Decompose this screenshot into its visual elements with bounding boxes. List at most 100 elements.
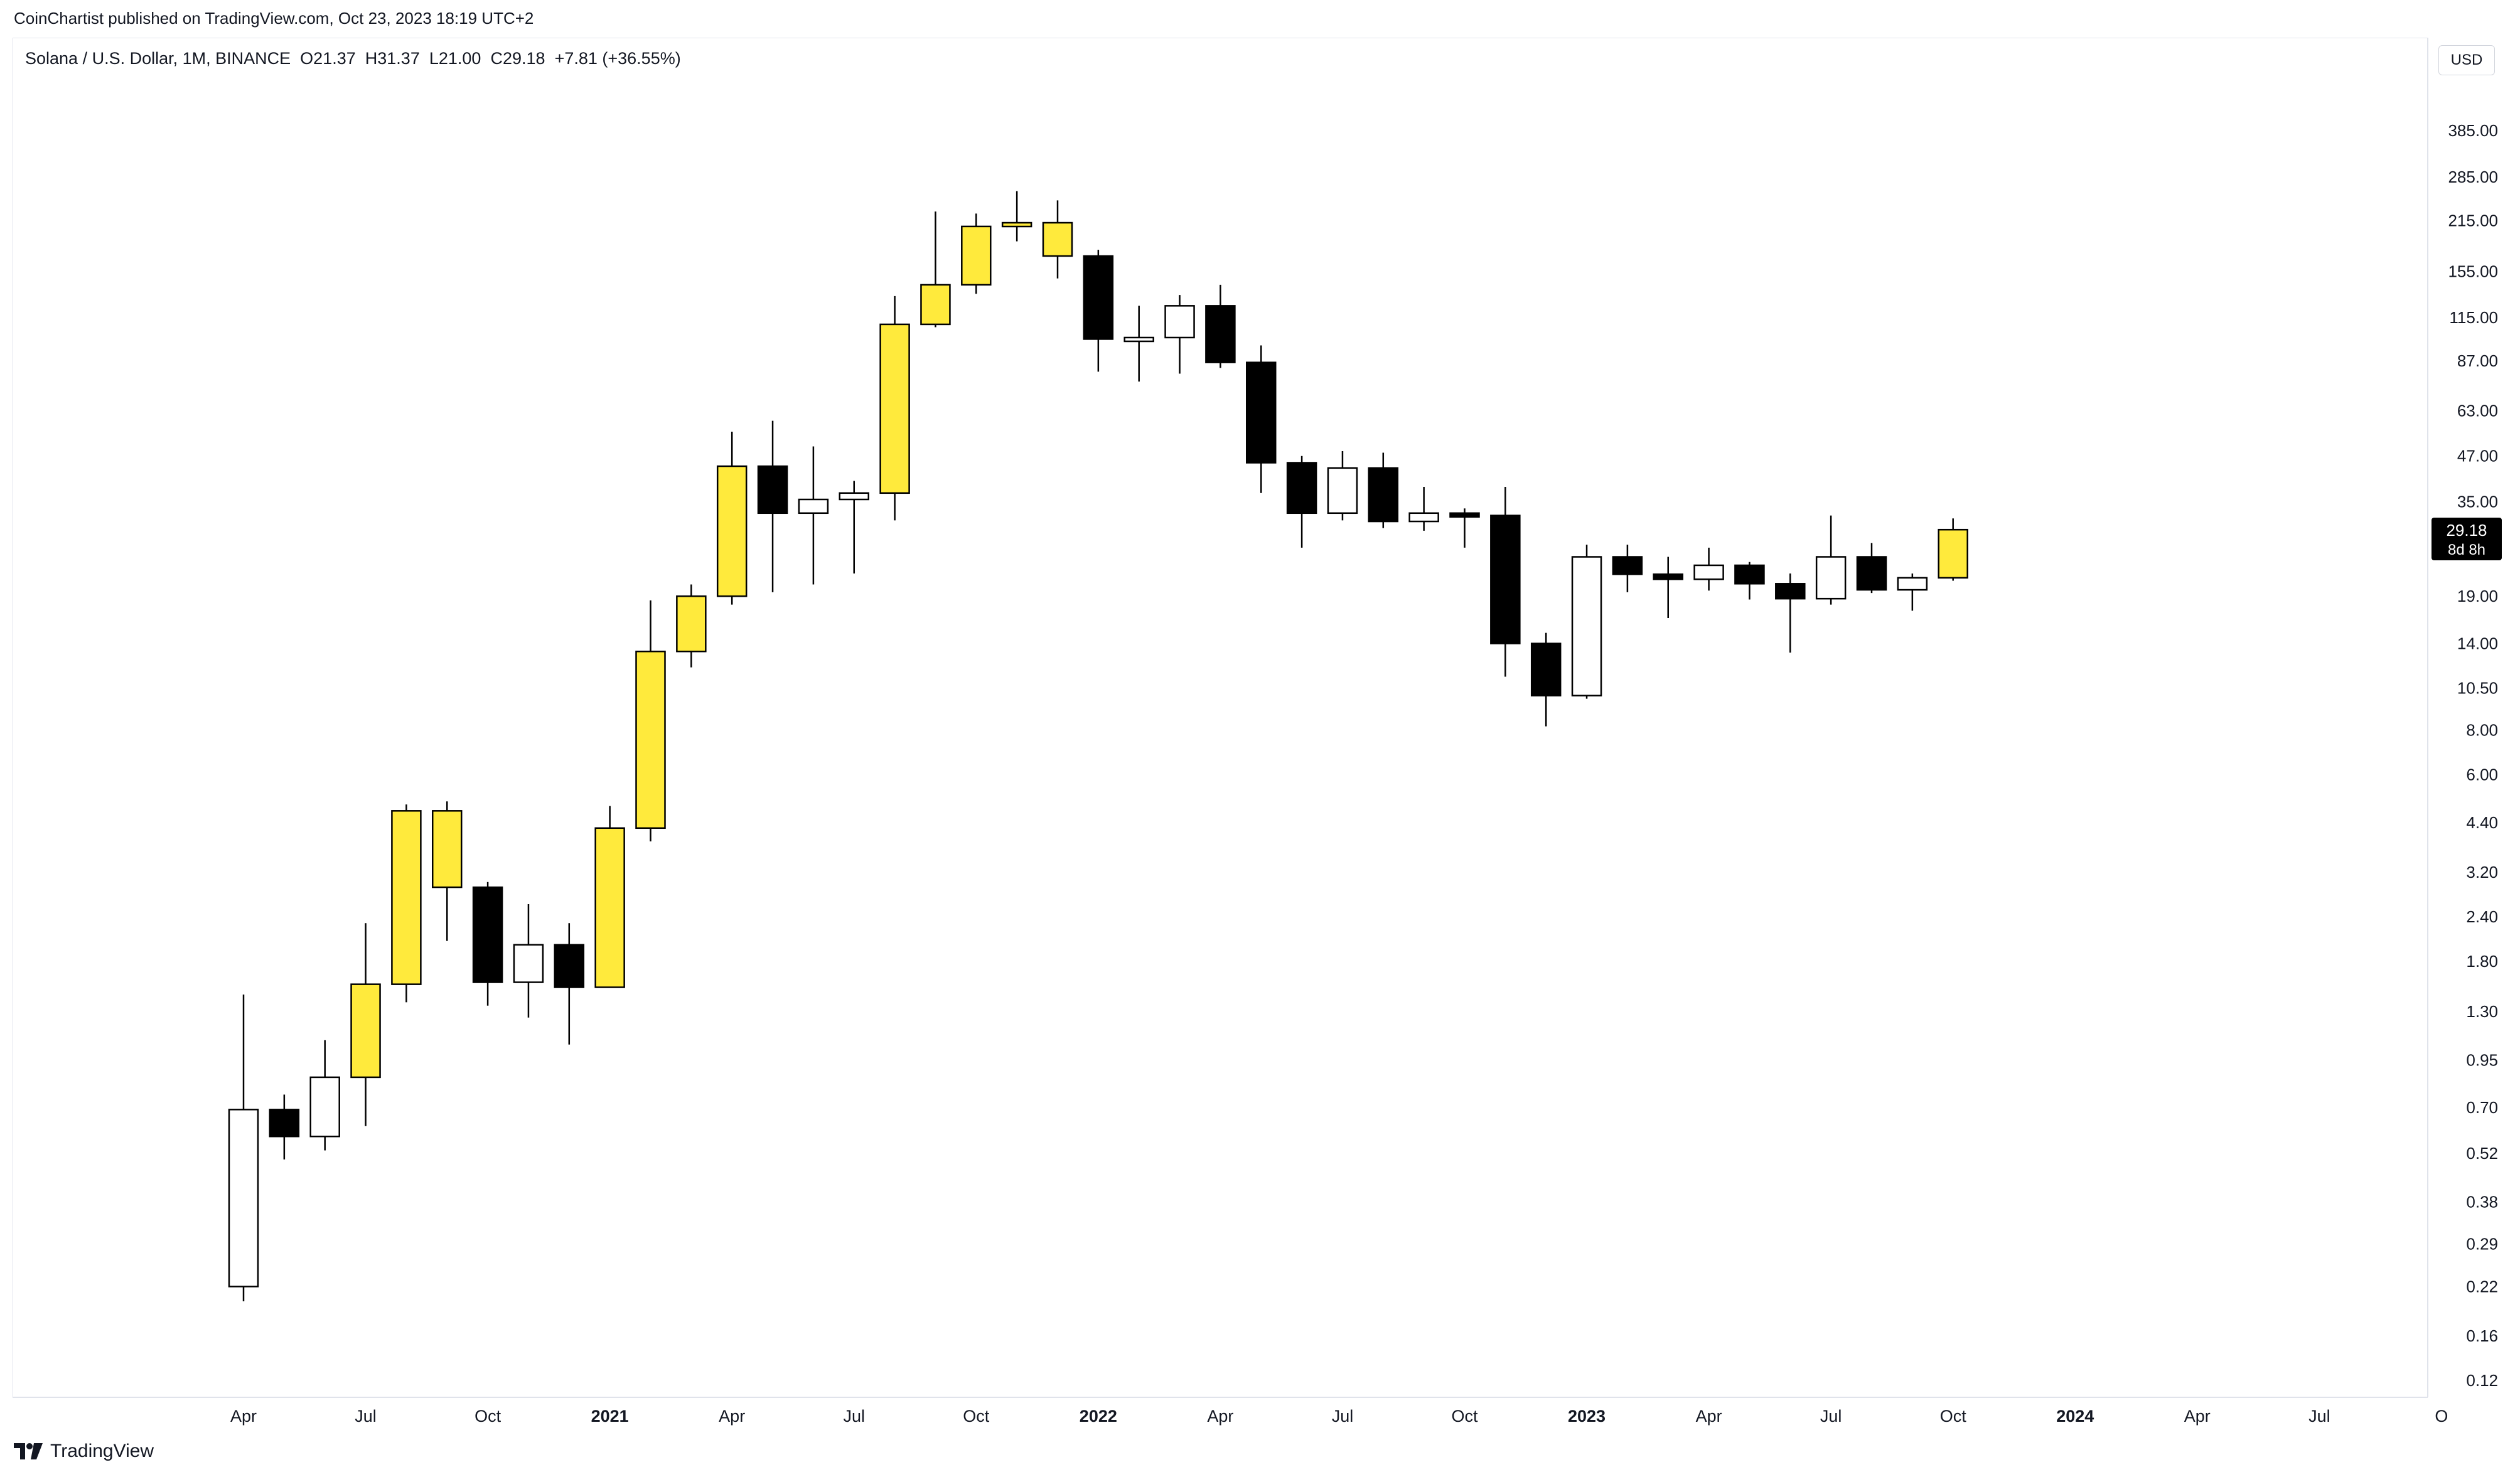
candle[interactable] [1083, 250, 1114, 372]
candle-body [432, 810, 463, 888]
candle-body [513, 944, 544, 983]
candle[interactable] [1856, 543, 1887, 594]
candle[interactable] [1734, 562, 1765, 600]
candle[interactable] [1123, 306, 1154, 382]
time-tick-label: 2024 [2056, 1407, 2094, 1426]
candle-body [961, 225, 992, 286]
candle-body [309, 1076, 340, 1138]
candle-body [1246, 361, 1277, 464]
candle[interactable] [1368, 452, 1399, 528]
currency-button[interactable]: USD [2438, 45, 2495, 75]
candle[interactable] [879, 296, 910, 521]
price-tick-label: 2.40 [2466, 907, 2498, 926]
price-tick-label: 19.00 [2457, 587, 2498, 605]
candle[interactable] [757, 420, 788, 592]
candle[interactable] [716, 431, 748, 605]
candle-body [635, 650, 666, 829]
candle[interactable] [1490, 486, 1521, 677]
candle[interactable] [472, 882, 503, 1006]
last-price-tag: 29.18 8d 8h [2432, 518, 2502, 560]
candle[interactable] [676, 584, 707, 668]
candle-body [1001, 221, 1032, 228]
candle-body [757, 465, 788, 515]
tradingview-logo[interactable]: TradingView [14, 1441, 154, 1462]
candle[interactable] [1286, 456, 1317, 548]
candle[interactable] [1164, 295, 1195, 374]
price-tick-label: 10.50 [2457, 679, 2498, 698]
price-tag-countdown: 8d 8h [2448, 541, 2485, 558]
candle[interactable] [635, 600, 666, 841]
price-tick-label: 1.80 [2466, 952, 2498, 971]
candle[interactable] [1897, 573, 1928, 611]
candle[interactable] [350, 923, 381, 1126]
candle[interactable] [269, 1094, 300, 1160]
candle-body [594, 827, 625, 988]
candle-body [879, 323, 910, 494]
candle-body [1042, 221, 1073, 257]
price-tick-label: 35.00 [2457, 492, 2498, 511]
candle[interactable] [1612, 545, 1643, 592]
publisher-credit: CoinChartist published on TradingView.co… [14, 9, 534, 28]
candle[interactable] [1001, 191, 1032, 242]
candle[interactable] [1571, 545, 1602, 699]
candle[interactable] [554, 923, 585, 1045]
candle[interactable] [1938, 518, 1968, 581]
price-axis: 385.00 285.00 215.00 155.00 115.00 87.00 63.00… [2448, 121, 2498, 1390]
price-tick-label: 63.00 [2457, 401, 2498, 420]
candle-body [1205, 305, 1236, 363]
candle[interactable] [1408, 486, 1439, 531]
candle[interactable] [839, 481, 869, 574]
legend-high: H31.37 [365, 49, 420, 68]
candle[interactable] [1449, 508, 1480, 548]
candle-body [676, 595, 707, 653]
candle-body [1368, 467, 1399, 523]
candle[interactable] [432, 801, 463, 941]
candle[interactable] [1042, 200, 1073, 279]
candle-body [798, 498, 829, 515]
candle[interactable] [391, 804, 422, 1003]
candle-body [1490, 515, 1521, 644]
time-tick-label: Apr [230, 1407, 257, 1426]
candle-body [1612, 556, 1643, 575]
candle[interactable] [513, 904, 544, 1018]
candle-body [1449, 512, 1480, 518]
price-tick-label: 3.20 [2466, 863, 2498, 882]
candle[interactable] [961, 213, 992, 294]
price-tick-label: 385.00 [2448, 121, 2498, 140]
candle-body [228, 1109, 259, 1288]
candle-body [1775, 583, 1806, 600]
time-tick-label: 2021 [591, 1407, 629, 1426]
price-tick-label: 115.00 [2449, 308, 2498, 327]
candle-body [554, 944, 585, 988]
candle-body [1164, 305, 1195, 339]
candle[interactable] [228, 994, 259, 1301]
time-tick-label: 2022 [1080, 1407, 1117, 1426]
candle[interactable] [798, 446, 829, 585]
candle-body [1653, 573, 1683, 580]
candle[interactable] [1205, 284, 1236, 368]
legend-change: +7.81 (+36.55%) [554, 49, 681, 68]
time-tick-label: Apr [1207, 1407, 1233, 1426]
time-tick-label: Oct [1940, 1407, 1967, 1426]
candle[interactable] [1530, 632, 1562, 727]
candle[interactable] [309, 1040, 340, 1151]
candle[interactable] [1815, 515, 1847, 605]
candle[interactable] [1693, 547, 1724, 591]
candle[interactable] [594, 806, 625, 988]
candle[interactable] [1653, 557, 1683, 619]
price-tick-label: 4.40 [2466, 813, 2498, 832]
price-tick-label: 0.22 [2466, 1277, 2498, 1296]
candle-body [391, 810, 422, 985]
candle[interactable] [1246, 345, 1277, 493]
candle-body [1693, 564, 1724, 580]
candle-body [1083, 255, 1114, 340]
candle[interactable] [1327, 451, 1358, 521]
price-tick-label: 0.52 [2466, 1144, 2498, 1163]
price-tick-label: 155.00 [2448, 262, 2498, 280]
candle[interactable] [1775, 573, 1806, 653]
price-tick-label: 87.00 [2457, 351, 2498, 370]
tradingview-wordmark: TradingView [50, 1441, 154, 1461]
candle[interactable] [920, 211, 951, 328]
time-tick-label: 2023 [1568, 1407, 1606, 1426]
